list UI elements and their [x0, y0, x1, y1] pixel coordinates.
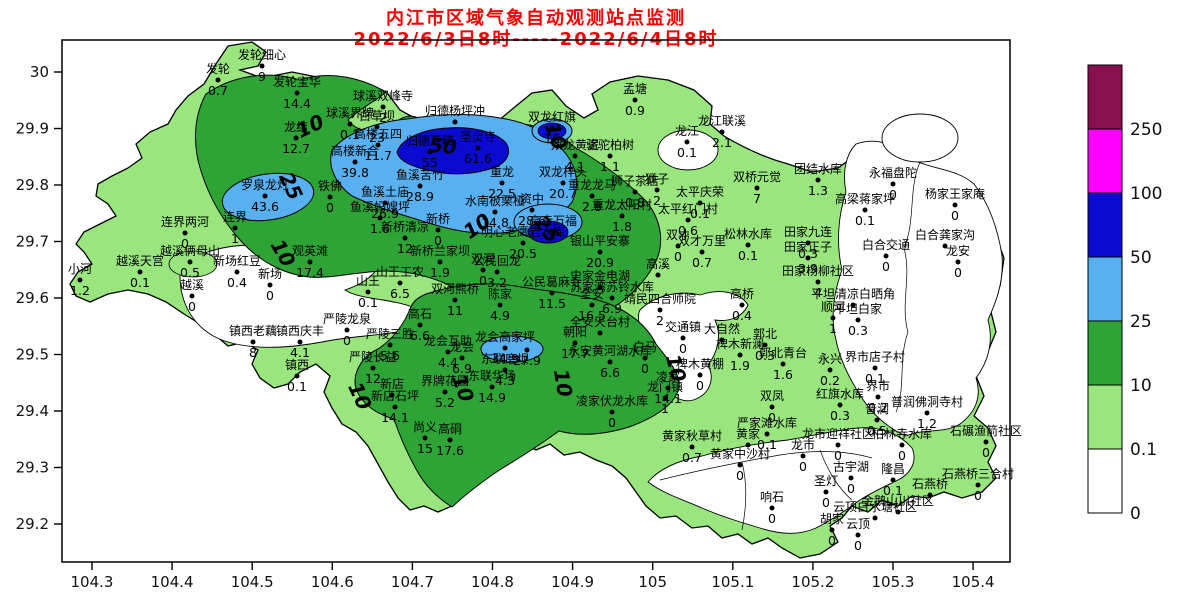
legend-level-label: 0 [1130, 504, 1141, 524]
county-boundary-line [741, 461, 747, 531]
legend-level-label: 25 [1130, 312, 1152, 332]
rain50-region-guide [396, 127, 509, 175]
x-tick-label: 104.7 [391, 573, 434, 591]
x-tick-label: 104.9 [551, 573, 594, 591]
x-tick-label: 105 [638, 573, 667, 591]
rain50-region-hongqi [537, 122, 567, 140]
y-tick-label: 29.7 [16, 233, 49, 251]
y-tick-label: 29.5 [16, 346, 49, 364]
legend-level-label: 100 [1130, 184, 1162, 204]
dry-region-southeast [647, 427, 915, 534]
legend-swatch [1087, 256, 1123, 322]
legend-level-label: 10 [1130, 376, 1152, 396]
x-tick-label: 105.2 [791, 573, 834, 591]
y-tick-label: 29.2 [16, 515, 49, 533]
legend-level-label: 250 [1130, 120, 1162, 140]
rain10-region-south [354, 283, 680, 508]
legend-swatch [1087, 128, 1123, 194]
y-tick-label: 29.3 [16, 459, 49, 477]
green-island-liangmushan [168, 250, 218, 278]
rain25-region-luoquan [221, 172, 315, 222]
dry-oval-northeast [881, 113, 959, 163]
x-tick-label: 104.3 [71, 573, 114, 591]
rain25-region-longhui [480, 335, 544, 363]
dry-region-east [832, 140, 1003, 437]
x-tick-label: 104.6 [311, 573, 354, 591]
x-tick-label: 104.5 [231, 573, 274, 591]
legend-level-label: 0.1 [1130, 440, 1157, 460]
county-boundary-line [659, 451, 873, 481]
legend-level-label: 50 [1130, 248, 1152, 268]
x-tick-label: 105.4 [952, 573, 995, 591]
x-tick-label: 105.1 [711, 573, 754, 591]
legend-swatch [1087, 384, 1123, 450]
axis-ticks: 104.3 104.4 104.5 104.6 104.7 104.8 104.9 105 10… [16, 63, 995, 591]
map-region-layer [69, 41, 1005, 559]
y-tick-label: 29.6 [16, 289, 49, 307]
legend-colorbar: 250 100 50 25 10 0.1 0 [1087, 64, 1162, 524]
x-tick-label: 104.4 [151, 573, 194, 591]
county-boundary-line [819, 449, 853, 501]
rain50-region-gaosi [527, 220, 569, 244]
chart-title: 内江市区域气象自动观测站点监测 [386, 8, 686, 29]
county-boundary-line [895, 161, 921, 413]
x-tick-label: 105.3 [872, 573, 915, 591]
y-tick-label: 29.8 [16, 176, 49, 194]
legend-swatch [1087, 448, 1123, 514]
y-tick-label: 29.9 [16, 120, 49, 138]
legend-swatch [1087, 320, 1123, 386]
legend-swatch [1087, 64, 1123, 130]
plot-frame [61, 39, 1011, 563]
legend-swatch [1087, 192, 1123, 258]
dry-oval-longjiang [657, 129, 719, 171]
x-tick-label: 104.8 [471, 573, 514, 591]
y-tick-label: 29.4 [16, 402, 49, 420]
y-tick-label: 30 [30, 63, 49, 81]
